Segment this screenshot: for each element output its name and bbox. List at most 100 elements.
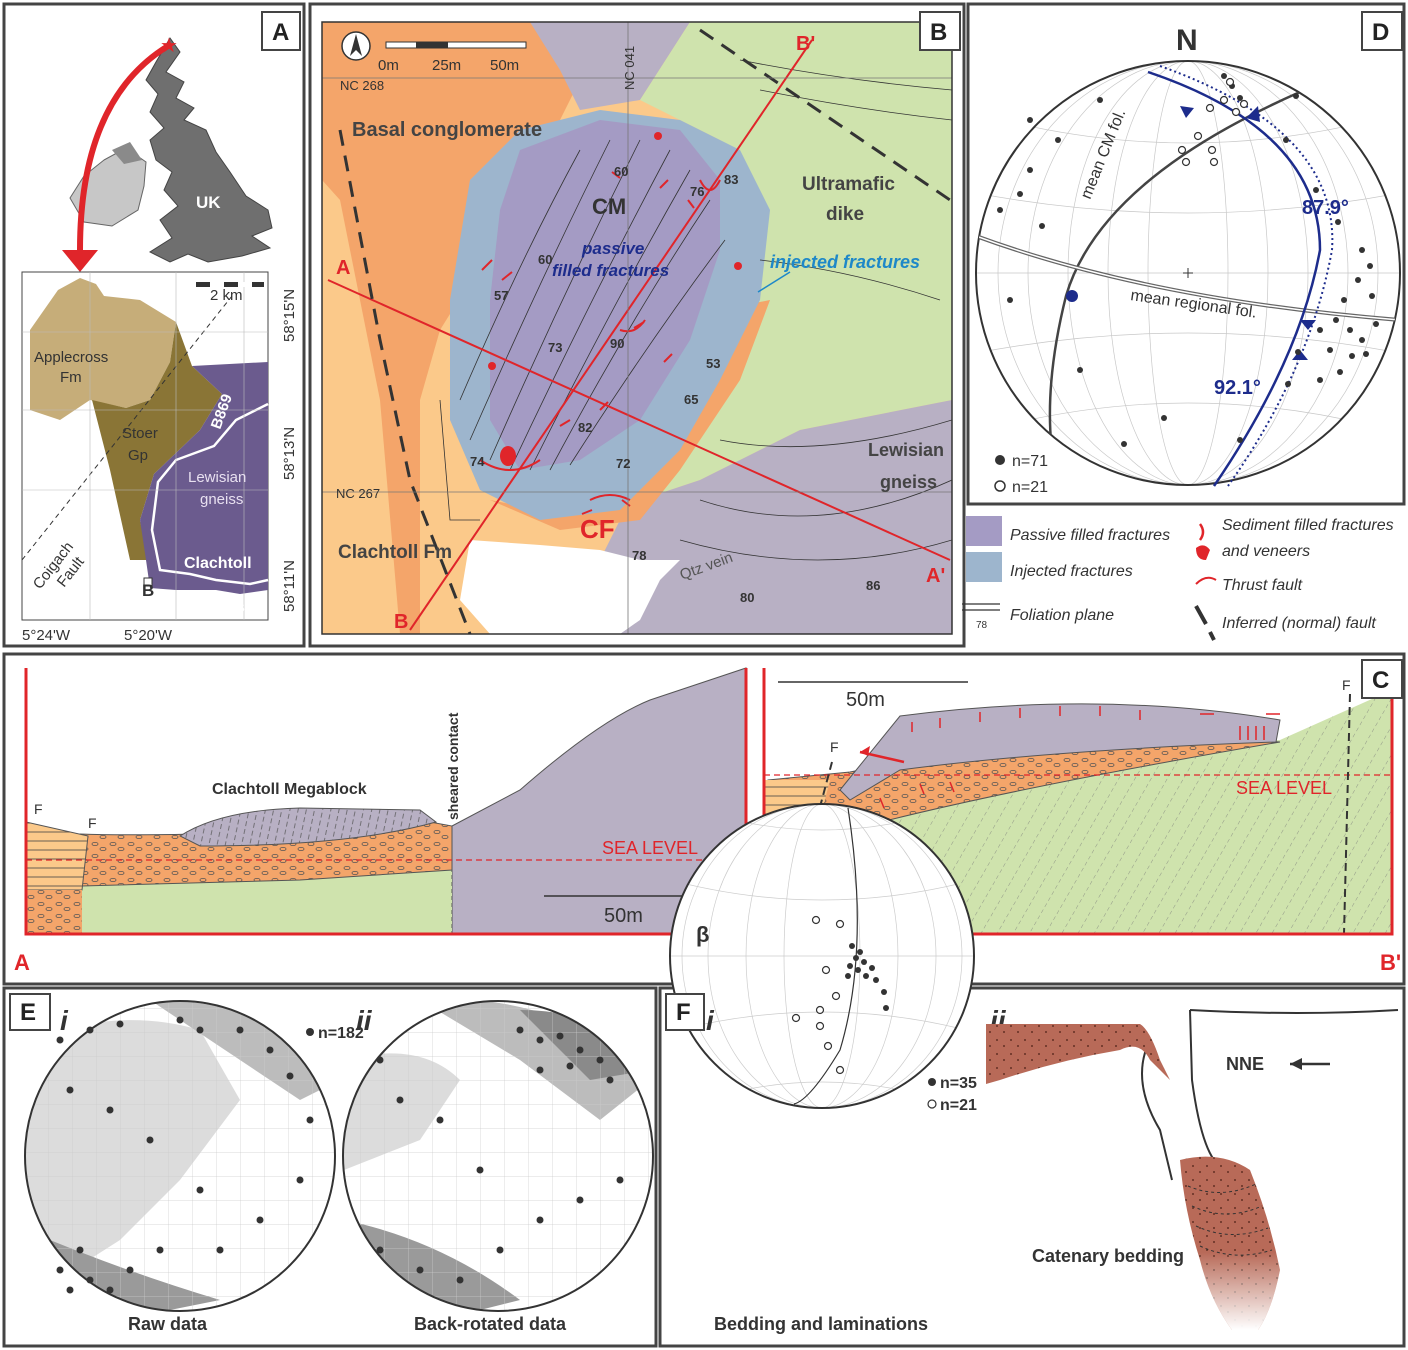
legend: Passive filled fractures Injected fractu… xyxy=(962,516,1394,641)
svg-text:80: 80 xyxy=(740,590,754,605)
panel-b: 0m 25m 50m NC 268 NC 267 NC 041 Basal co… xyxy=(321,11,961,635)
svg-text:72: 72 xyxy=(616,456,630,471)
lon-label-2: 5°20'W xyxy=(124,627,173,644)
pole-points xyxy=(997,73,1379,447)
c-end-a: A xyxy=(14,950,30,975)
scale-50: 50m xyxy=(490,57,519,74)
e-ii-points xyxy=(376,1026,624,1284)
svg-text:76: 76 xyxy=(690,184,704,199)
svg-text:60: 60 xyxy=(538,252,552,267)
dip-values: 60 76 83 60 57 73 90 53 65 82 72 74 78 8… xyxy=(470,164,880,605)
svg-text:65: 65 xyxy=(684,392,698,407)
location-arrow xyxy=(77,43,170,251)
clachtoll-fm-label: Clachtoll Fm xyxy=(338,542,452,563)
injected-label: injected fractures xyxy=(770,252,920,272)
lewisian-gneiss-area xyxy=(600,400,952,634)
svg-text:83: 83 xyxy=(724,172,738,187)
c-end-b-prime: B' xyxy=(1380,950,1401,975)
e-ii-tag: ii xyxy=(356,1005,373,1036)
f-n21: n=21 xyxy=(940,1097,977,1114)
panel-e-tag: E xyxy=(20,999,36,1026)
legend-sediment-1: Sediment filled fractures xyxy=(1222,517,1394,534)
white-gap xyxy=(460,540,680,634)
gneiss-b-label: gneiss xyxy=(880,472,937,492)
panel-a-tag: A xyxy=(272,19,289,46)
dike-label: dike xyxy=(826,204,864,225)
e-i-points xyxy=(56,1016,314,1294)
ultramafic-dike xyxy=(640,22,952,500)
grid-nc041: NC 041 xyxy=(622,46,637,90)
fault-f3: F xyxy=(830,739,839,755)
panel-c-tag: C xyxy=(1372,667,1389,694)
open-points xyxy=(1177,77,1249,167)
aa-scale: 50m xyxy=(604,905,643,927)
lon-label-1: 5°24'W xyxy=(22,627,71,644)
f-open-points xyxy=(791,915,845,1075)
f-great-circle xyxy=(793,807,858,1105)
svg-text:82: 82 xyxy=(578,420,592,435)
panel-f-tag: F xyxy=(676,999,691,1026)
svg-text:53: 53 xyxy=(706,356,720,371)
foliation-lines xyxy=(439,59,952,561)
clachtoll-label: Clachtoll xyxy=(184,555,252,572)
legend-inferred: Inferred (normal) fault xyxy=(1222,615,1376,632)
catenary-label: Catenary bedding xyxy=(1032,1246,1184,1266)
applecross-unit xyxy=(30,278,176,420)
star-icon: ★ xyxy=(160,35,178,57)
legend-injected: Injected fractures xyxy=(1010,563,1133,580)
fault-f4: F xyxy=(1342,677,1351,693)
panel-d: mean CM fol. mean regional fol. 87.9° 92… xyxy=(975,11,1403,496)
legend-sediment-2: and veneers xyxy=(1222,543,1310,560)
angle-92-label: 92.1° xyxy=(1214,377,1261,399)
f-i-tag: i xyxy=(706,1005,715,1036)
scale-0: 0m xyxy=(378,57,399,74)
legend-foliation: Foliation plane xyxy=(1010,607,1114,624)
lat-label-2: 58°13'N xyxy=(281,427,298,480)
svg-text:78: 78 xyxy=(632,548,646,563)
inset-scale: 2 km xyxy=(210,287,243,304)
raw-data-label: Raw data xyxy=(128,1314,208,1334)
lat-label-1: 58°15'N xyxy=(281,289,298,342)
svg-text:74: 74 xyxy=(470,454,485,469)
sediment-fractures xyxy=(479,171,721,515)
f-n35: n=35 xyxy=(940,1075,977,1092)
d-n21: n=21 xyxy=(1012,479,1048,496)
legend-thrust: Thrust fault xyxy=(1222,577,1303,594)
uk-landmass xyxy=(145,37,273,263)
stoer-label: Stoer xyxy=(122,425,158,442)
svg-text:57: 57 xyxy=(494,288,508,303)
passive-label-1: passive xyxy=(581,239,644,258)
grid-nc268: NC 268 xyxy=(340,78,384,93)
lewisian-label: Lewisian xyxy=(188,469,246,486)
cf-label: CF xyxy=(580,514,615,544)
lewisian-gneiss: gneiss xyxy=(200,491,243,508)
svg-text:73: 73 xyxy=(548,340,562,355)
ireland-north xyxy=(112,142,142,164)
aa-megablock xyxy=(178,807,438,847)
panel-a: ★ UK 2 km Applecross Fm Stoer Gp Lewisia… xyxy=(21,11,301,644)
beta-label: β xyxy=(696,922,709,947)
back-rotated-label: Back-rotated data xyxy=(414,1314,567,1334)
line-b: B xyxy=(394,611,408,633)
aa-sea-level: SEA LEVEL xyxy=(602,838,698,858)
line-a: A xyxy=(336,257,350,279)
b-marker: B xyxy=(142,581,154,600)
sheared-contact-label: sheared contact xyxy=(445,712,461,820)
csz-label: CSZ xyxy=(228,601,252,615)
svg-text:90: 90 xyxy=(610,336,624,351)
b869-road xyxy=(150,402,269,586)
cm-block xyxy=(490,120,720,470)
arrow-head xyxy=(62,250,98,272)
scale-25: 25m xyxy=(432,57,461,74)
basal-label: Basal conglomerate xyxy=(352,119,542,141)
aa-green xyxy=(82,870,452,934)
megablock-label: Clachtoll Megablock xyxy=(212,781,367,798)
e-n182: n=182 xyxy=(318,1025,364,1042)
legend-dip: 78 xyxy=(976,620,988,631)
legend-passive: Passive filled fractures xyxy=(1010,527,1170,544)
line-a-prime: A' xyxy=(926,565,945,587)
svg-text:86: 86 xyxy=(866,578,880,593)
nne-label: NNE xyxy=(1226,1054,1264,1074)
e-i-tag: i xyxy=(60,1005,69,1036)
